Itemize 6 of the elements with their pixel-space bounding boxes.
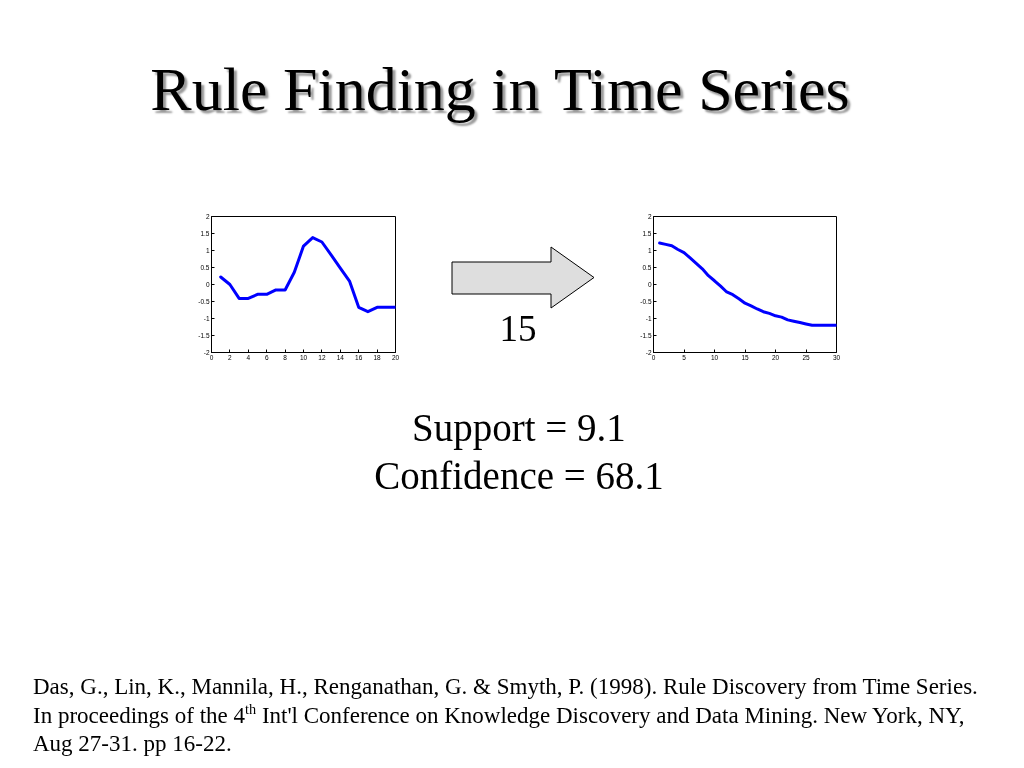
text: Confidence = 68.1 <box>373 453 665 499</box>
text: Rule Finding in Time Series <box>149 54 851 124</box>
text: Das, G., Lin, K., Mannila, H., Renganathan, G. & Smyth, P. (1998). Rule Discovery from Time Series. In proceedings of the 4$^{th}$ Int'l Conference on Knowledge Discovery and Data Mining. New York, NY, Aug 27-31. pp 16-22. <box>33 674 978 756</box>
text: Support = 9.1 <box>411 405 627 452</box>
line-series <box>658 241 837 327</box>
line-series <box>219 236 396 314</box>
